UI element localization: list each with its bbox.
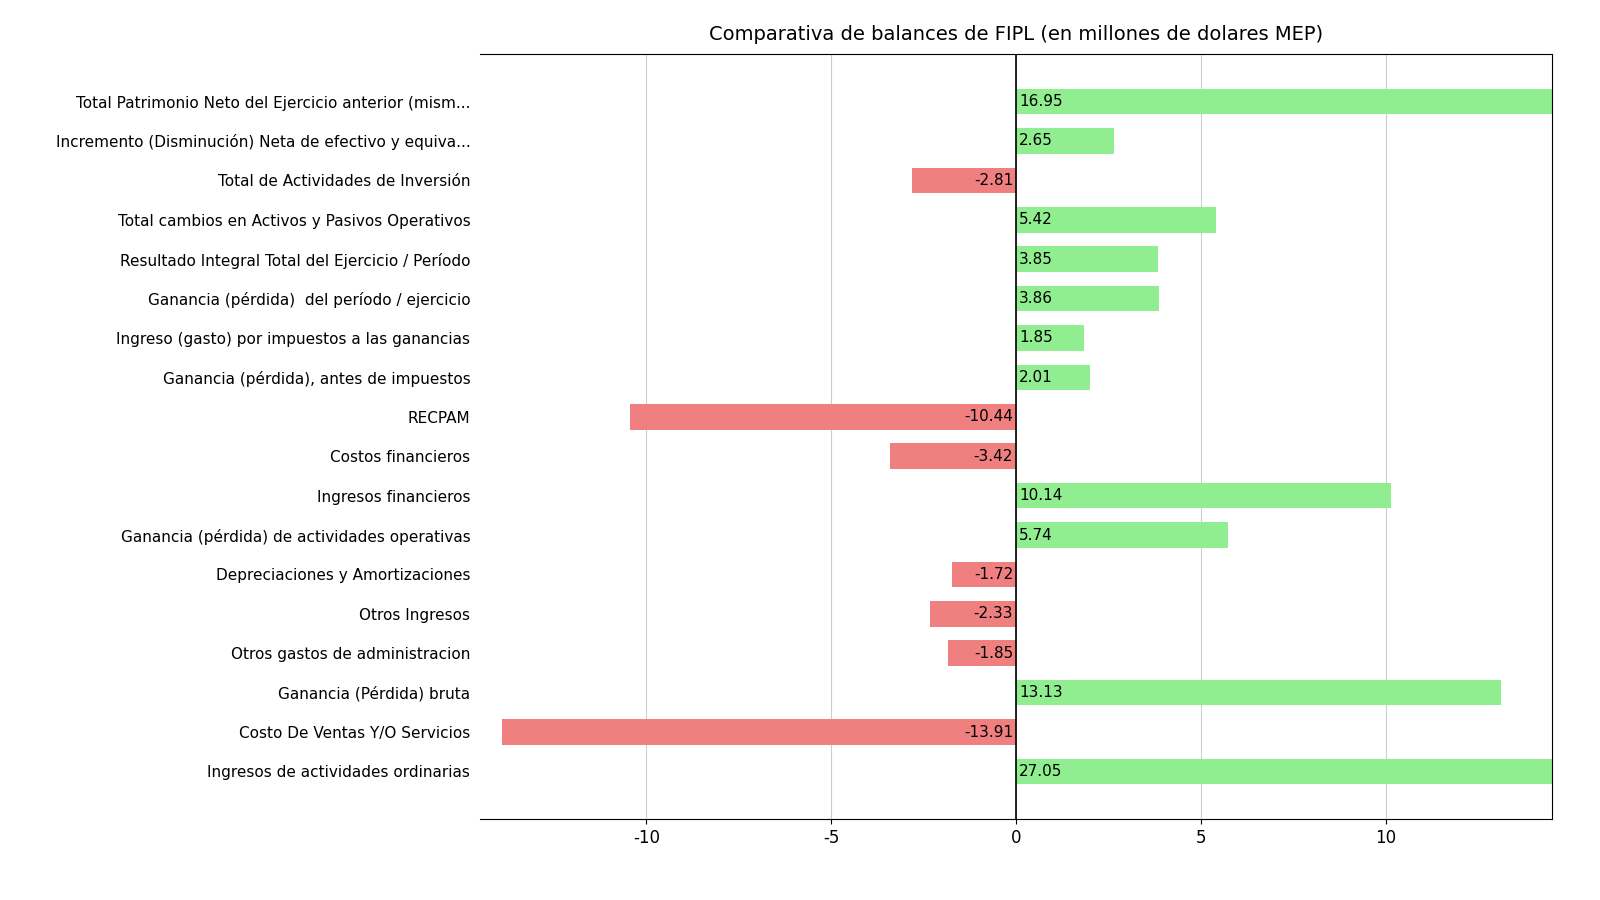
Text: -10.44: -10.44 bbox=[965, 410, 1013, 424]
Bar bbox=[952, 562, 1016, 587]
Text: 2.65: 2.65 bbox=[1019, 133, 1053, 148]
Bar bbox=[1016, 89, 1600, 114]
Bar bbox=[1016, 207, 1216, 232]
Bar bbox=[1016, 247, 1158, 272]
Bar bbox=[1016, 522, 1229, 548]
Title: Comparativa de balances de FIPL (en millones de dolares MEP): Comparativa de balances de FIPL (en mill… bbox=[709, 25, 1323, 44]
Bar bbox=[1016, 128, 1114, 154]
Bar bbox=[947, 641, 1016, 666]
Bar bbox=[1016, 325, 1085, 351]
Text: 27.05: 27.05 bbox=[1019, 764, 1062, 778]
Text: -2.81: -2.81 bbox=[974, 173, 1013, 188]
Bar bbox=[930, 601, 1016, 626]
Text: -13.91: -13.91 bbox=[963, 724, 1013, 740]
Text: 5.74: 5.74 bbox=[1019, 527, 1053, 543]
Text: -1.85: -1.85 bbox=[974, 645, 1013, 661]
Bar bbox=[912, 167, 1016, 194]
Bar bbox=[1016, 364, 1090, 391]
Text: 13.13: 13.13 bbox=[1019, 685, 1062, 700]
Bar bbox=[1016, 759, 1600, 784]
Text: -1.72: -1.72 bbox=[974, 567, 1013, 582]
Text: -3.42: -3.42 bbox=[974, 449, 1013, 464]
Bar bbox=[890, 444, 1016, 469]
Text: 5.42: 5.42 bbox=[1019, 212, 1053, 228]
Bar bbox=[630, 404, 1016, 429]
Bar bbox=[1016, 680, 1501, 706]
Bar bbox=[1016, 286, 1158, 311]
Text: 10.14: 10.14 bbox=[1019, 488, 1062, 503]
Text: 1.85: 1.85 bbox=[1019, 330, 1053, 346]
Bar bbox=[1016, 482, 1390, 508]
Text: -2.33: -2.33 bbox=[973, 607, 1013, 621]
Text: 3.85: 3.85 bbox=[1019, 252, 1053, 266]
Text: 2.01: 2.01 bbox=[1019, 370, 1053, 385]
Text: 16.95: 16.95 bbox=[1019, 94, 1062, 109]
Bar bbox=[502, 719, 1016, 745]
Text: 3.86: 3.86 bbox=[1019, 291, 1053, 306]
